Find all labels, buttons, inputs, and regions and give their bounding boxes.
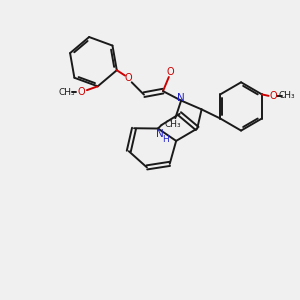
Text: O: O xyxy=(78,87,85,97)
Text: O: O xyxy=(270,91,278,101)
Text: O: O xyxy=(167,67,174,77)
Text: N: N xyxy=(156,129,164,140)
Text: N: N xyxy=(177,93,185,103)
Text: CH₃: CH₃ xyxy=(165,120,181,129)
Text: O: O xyxy=(124,74,132,83)
Text: H: H xyxy=(163,135,169,144)
Text: CH₃: CH₃ xyxy=(58,88,75,97)
Text: CH₃: CH₃ xyxy=(279,91,296,100)
